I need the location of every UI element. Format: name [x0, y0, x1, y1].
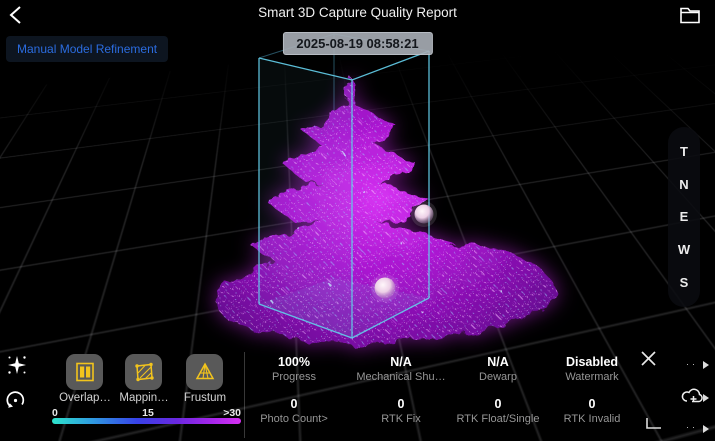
- frustum-label: Frustum: [183, 392, 227, 404]
- overlap-color-scale: [52, 418, 241, 424]
- compass-west[interactable]: W: [677, 242, 691, 258]
- cloud-sync-button[interactable]: [680, 385, 706, 407]
- scale-min-label: 0: [52, 407, 58, 419]
- overlap-label: Overlap…: [59, 392, 111, 404]
- frustum-icon: [195, 362, 214, 380]
- edge-dots-bottom: ··: [686, 422, 698, 432]
- mapping-label: Mappin…: [119, 392, 169, 404]
- corner-bracket-icon: [645, 413, 663, 430]
- capture-timestamp: 2025-08-19 08:58:21: [282, 32, 433, 55]
- stat-progress: 100% Progress: [271, 355, 317, 383]
- chevron-left-icon: [9, 6, 21, 24]
- cloud-add-icon: [681, 388, 703, 403]
- view-compass: T N E W S: [668, 127, 700, 307]
- back-button[interactable]: [6, 4, 28, 26]
- compass-east[interactable]: E: [679, 209, 689, 225]
- overlap-icon: [75, 362, 94, 382]
- frustum-toggle-button[interactable]: [186, 354, 223, 390]
- sparkle-icon: [8, 356, 26, 374]
- scale-max-label: >30: [223, 407, 241, 419]
- stat-dewarp: N/A Dewarp: [479, 355, 517, 383]
- stat-rtk-invalid: 0 RTK Invalid: [563, 397, 621, 425]
- stat-watermark: Disabled Watermark: [565, 355, 619, 383]
- enhance-button[interactable]: [5, 353, 29, 377]
- compass-top[interactable]: T: [680, 143, 688, 159]
- orbit-view-button[interactable]: [3, 388, 28, 413]
- stat-photo-count[interactable]: 0 Photo Count>: [260, 397, 328, 425]
- compass-north[interactable]: N: [679, 176, 689, 192]
- scale-mid-label: 15: [142, 407, 154, 419]
- compass-south[interactable]: S: [679, 275, 689, 291]
- stat-rtk-float-single: 0 RTK Float/Single: [456, 397, 540, 425]
- mapping-area-toggle-button[interactable]: [125, 354, 162, 390]
- mapping-icon: [134, 362, 154, 382]
- edge-handle-top[interactable]: [703, 360, 715, 370]
- close-icon: [641, 351, 656, 366]
- manual-model-refinement-button[interactable]: Manual Model Refinement: [6, 36, 169, 62]
- edge-handle-bottom[interactable]: [703, 424, 715, 434]
- marker-spheres: [371, 201, 437, 302]
- orbit-icon: [6, 391, 25, 408]
- page-title: Smart 3D Capture Quality Report: [258, 5, 457, 20]
- overlap-toggle-button[interactable]: [66, 354, 103, 390]
- edge-handle-middle[interactable]: [703, 393, 715, 403]
- stat-rtk-fix: 0 RTK Fix: [381, 397, 421, 425]
- folder-button[interactable]: [678, 4, 702, 26]
- folder-icon: [680, 7, 700, 24]
- panel-divider: [244, 352, 245, 438]
- edge-dots-top: ··: [686, 359, 698, 369]
- close-report-button[interactable]: [639, 349, 658, 368]
- pagoda-point-cloud: [215, 78, 556, 345]
- stat-mechanical-shutter: N/A Mechanical Shu…: [356, 355, 446, 383]
